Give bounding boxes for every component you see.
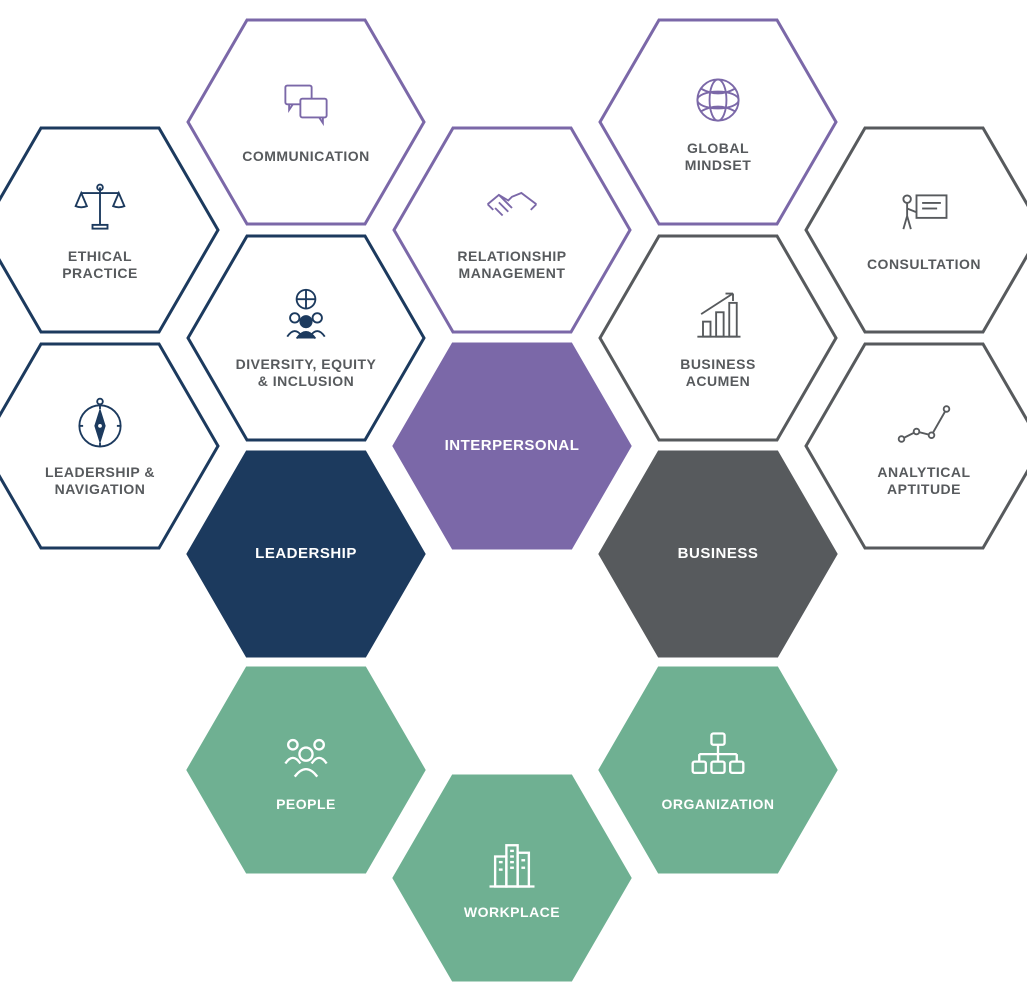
hex-label: COMMUNICATION — [242, 148, 370, 166]
hex-label: WORKPLACE — [464, 904, 560, 922]
building-icon — [482, 834, 542, 894]
hex-communication: COMMUNICATION — [204, 20, 408, 224]
competency-hexagon-diagram: { "diagram": { "type": "hexagon-honeycom… — [0, 0, 1027, 1007]
hex-global: GLOBAL MINDSET — [616, 20, 820, 224]
hex-label: ANALYTICAL APTITUDE — [877, 464, 970, 499]
hex-label: LEADERSHIP & NAVIGATION — [45, 464, 155, 499]
hex-ethical: ETHICAL PRACTICE — [0, 128, 202, 332]
hex-interpersonal: INTERPERSONAL — [410, 344, 614, 548]
hex-label: BUSINESS ACUMEN — [680, 356, 756, 391]
hex-people: PEOPLE — [204, 668, 408, 872]
hex-label: ETHICAL PRACTICE — [62, 248, 138, 283]
compass-icon — [70, 394, 130, 454]
hex-label: INTERPERSONAL — [445, 437, 580, 456]
barchart-icon — [688, 286, 748, 346]
scales-icon — [70, 178, 130, 238]
hex-label: BUSINESS — [678, 545, 759, 564]
hex-workplace: WORKPLACE — [410, 776, 614, 980]
hex-acumen: BUSINESS ACUMEN — [616, 236, 820, 440]
presenter-icon — [894, 186, 954, 246]
hex-leadership: LEADERSHIP — [204, 452, 408, 656]
hex-label: PEOPLE — [276, 796, 336, 814]
chat-icon — [276, 78, 336, 138]
hex-label: CONSULTATION — [867, 256, 981, 274]
hex-label: RELATIONSHIP MANAGEMENT — [457, 248, 566, 283]
hex-leadnav: LEADERSHIP & NAVIGATION — [0, 344, 202, 548]
hex-dei: DIVERSITY, EQUITY & INCLUSION — [204, 236, 408, 440]
hex-label: ORGANIZATION — [661, 796, 774, 814]
people-icon — [276, 726, 336, 786]
dei-icon — [276, 286, 336, 346]
hex-business: BUSINESS — [616, 452, 820, 656]
hex-consultation: CONSULTATION — [822, 128, 1026, 332]
orgchart-icon — [688, 726, 748, 786]
hex-label: DIVERSITY, EQUITY & INCLUSION — [236, 356, 377, 391]
hex-label: LEADERSHIP — [255, 545, 357, 564]
hex-organization: ORGANIZATION — [616, 668, 820, 872]
hex-label: GLOBAL MINDSET — [685, 140, 752, 175]
hex-relationship: RELATIONSHIP MANAGEMENT — [410, 128, 614, 332]
linechart-icon — [894, 394, 954, 454]
handshake-icon — [482, 178, 542, 238]
hex-analytical: ANALYTICAL APTITUDE — [822, 344, 1026, 548]
globe-icon — [688, 70, 748, 130]
